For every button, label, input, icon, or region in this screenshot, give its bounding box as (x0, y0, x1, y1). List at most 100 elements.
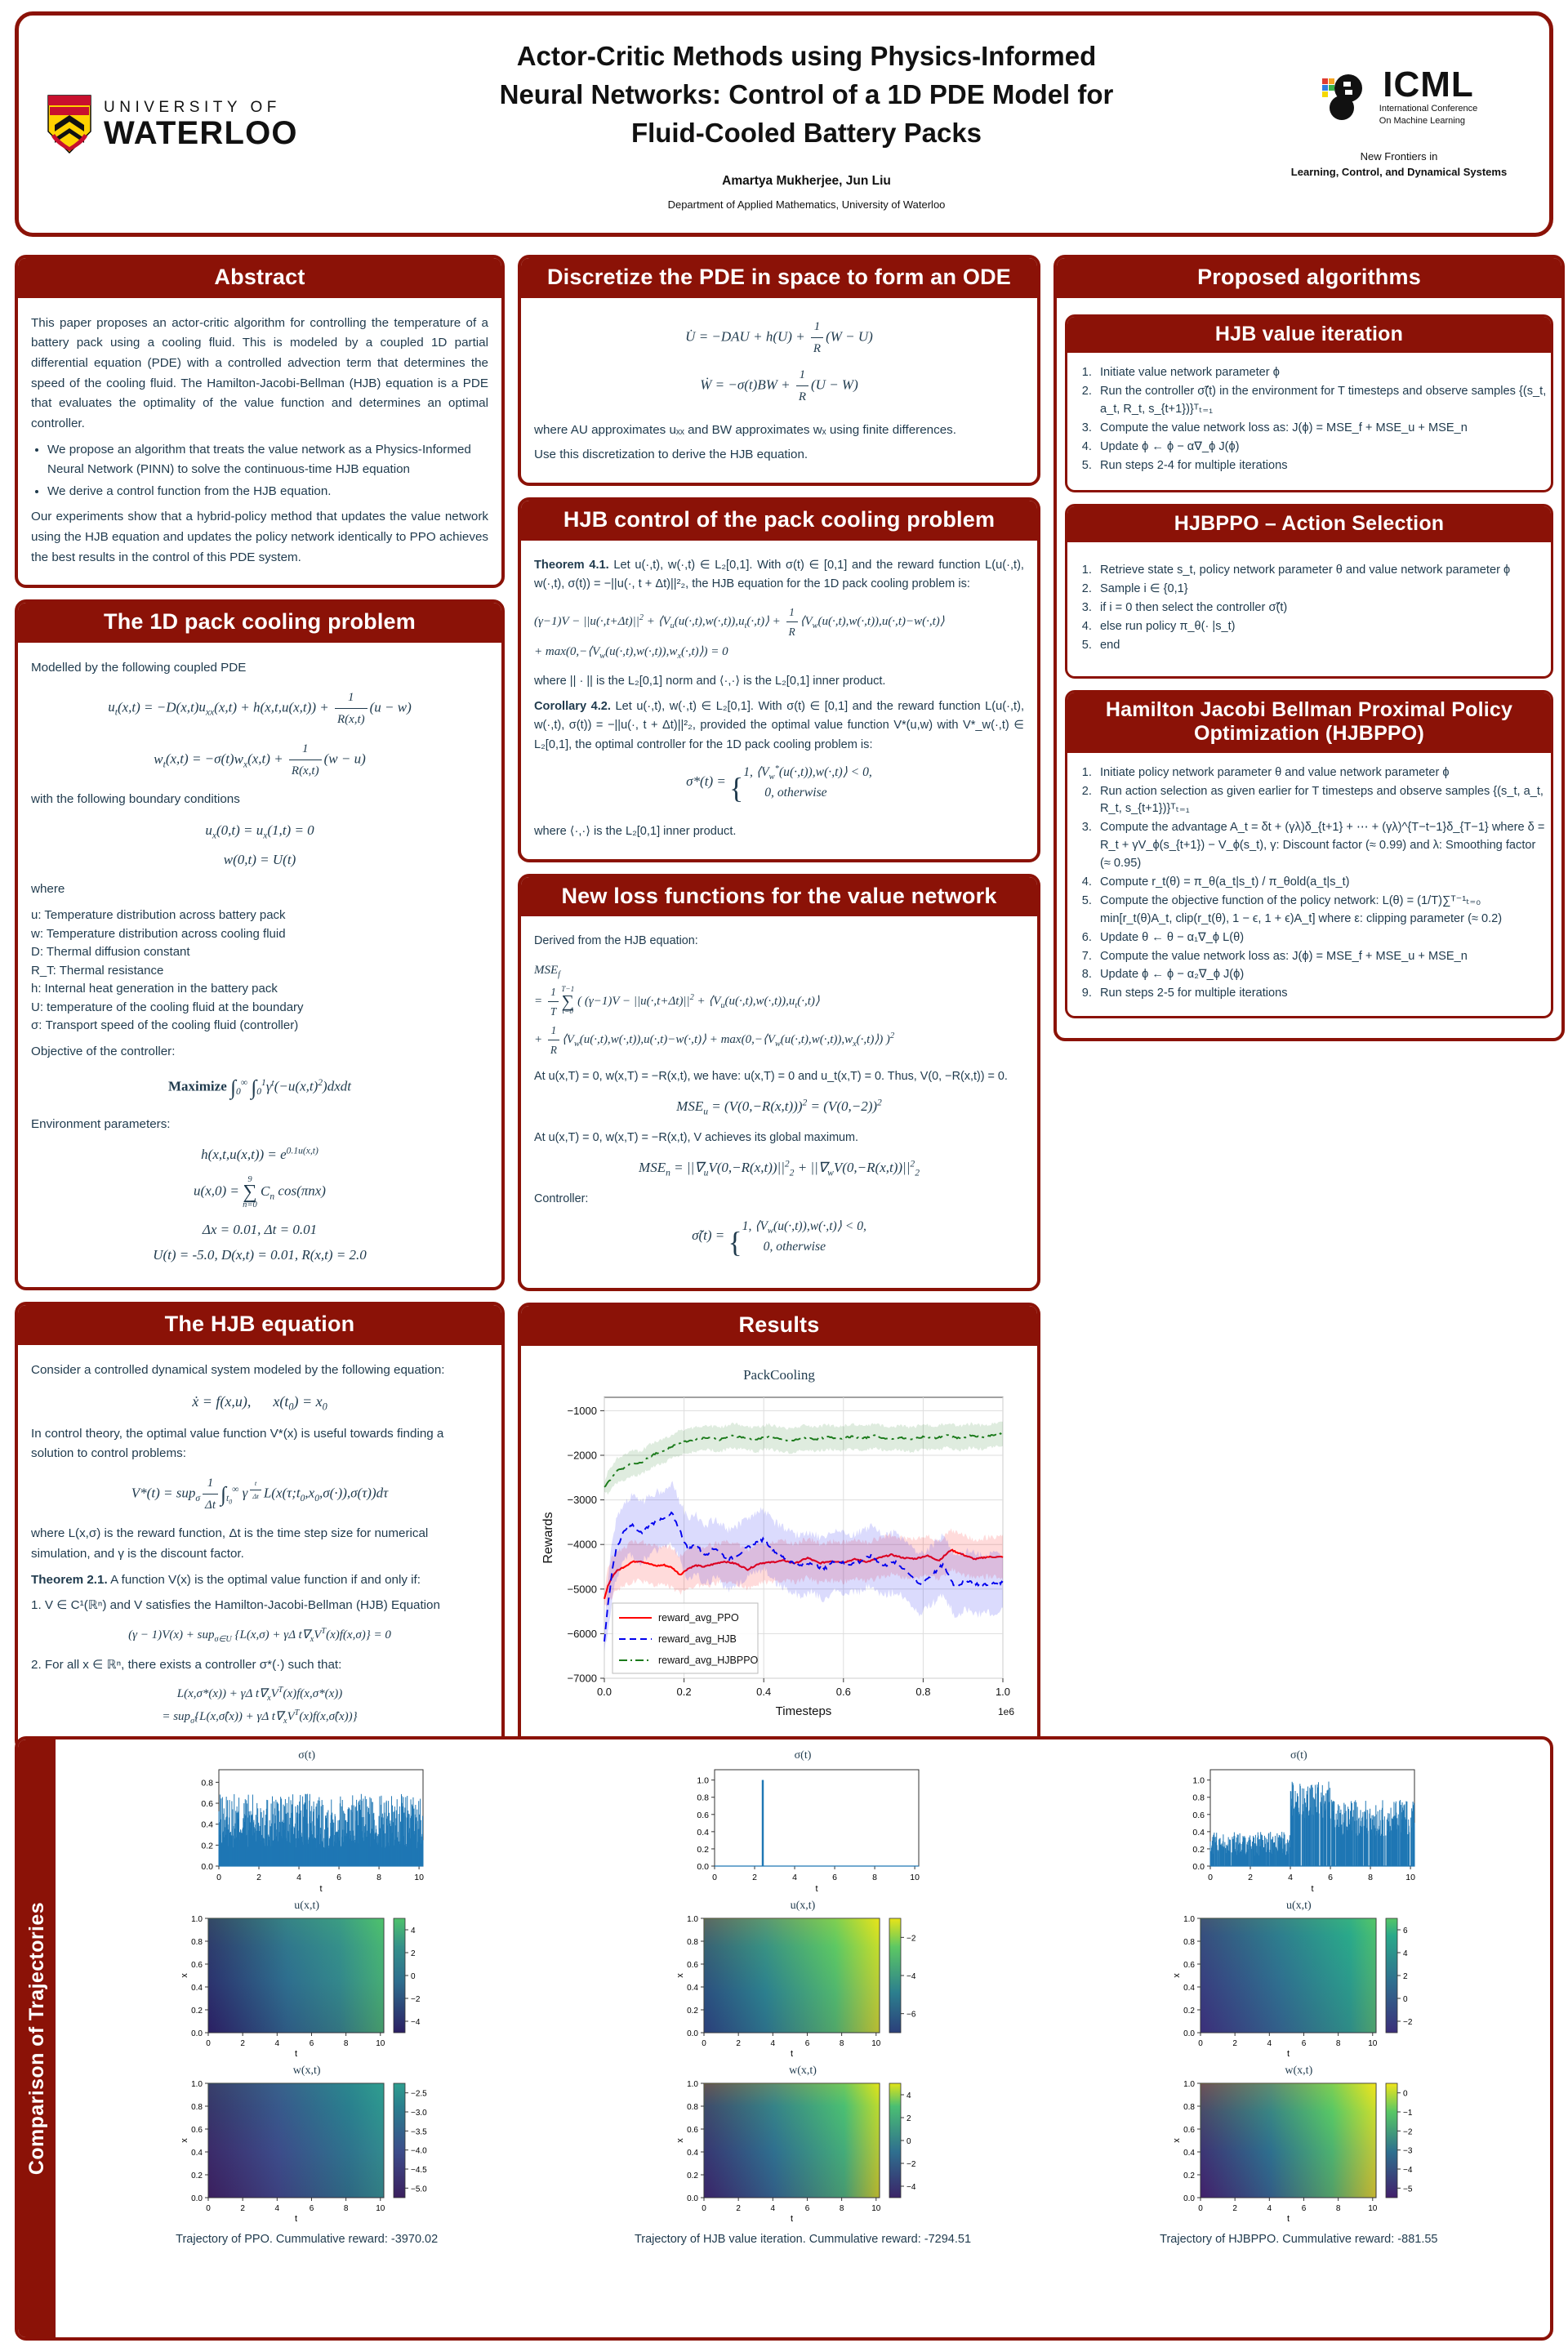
hjbppo-steps: Initiate policy network parameter θ and … (1071, 764, 1548, 1004)
svg-text:−1000: −1000 (567, 1405, 597, 1417)
svg-text:1.0: 1.0 (191, 2080, 203, 2089)
svg-text:0.6: 0.6 (688, 1961, 699, 1970)
abstract-paragraph-1: This paper proposes an actor-critic algo… (31, 315, 488, 430)
svg-text:0.8: 0.8 (191, 1938, 203, 1947)
sigma-plot: 1.0 0.8 0.6 0.4 0.2 0.0 0 2 4 6 8 10 t (1174, 1763, 1423, 1898)
U-value: -5.0 (192, 1247, 215, 1263)
svg-text:−3000: −3000 (567, 1494, 597, 1506)
action-selection-steps: Retrieve state s_t, policy network param… (1071, 562, 1548, 654)
boundary-conditions-label: with the following boundary conditions (31, 792, 240, 807)
hjb-vi-step-3: Compute the value network loss as: J(ϕ) … (1095, 420, 1548, 438)
hjb-pack-equation: (γ−1)V − ||u(·,t+Δt)||2 + ⟨Vu(u(·,t),w(·… (534, 605, 945, 662)
svg-text:reward_avg_HJB: reward_avg_HJB (658, 1633, 737, 1645)
pack-cooling-heading: The 1D pack cooling problem (18, 603, 501, 644)
abstract-paragraph-2: Our experiments show that a hybrid-polic… (31, 510, 488, 564)
abstract-bullet-2: We derive a control function from the HJ… (47, 482, 488, 502)
hjb-pde-equation: (γ − 1)V(x) + supσ∈U {L(x,σ) + γΔ t∇xVT(… (128, 1626, 391, 1644)
where-label: where (31, 882, 65, 897)
norm-note: where || · || is the L₂[0,1] norm and ⟨·… (534, 674, 886, 688)
svg-text:−7000: −7000 (567, 1673, 597, 1685)
authors: Amartya Mukherjee, Jun Liu (722, 173, 891, 188)
svg-text:0.0: 0.0 (1183, 2194, 1195, 2203)
svg-text:−3.5: −3.5 (411, 2127, 427, 2136)
definition-u: u: Temperature distribution across batte… (31, 908, 286, 923)
constants-equation: U(t) = -5.0, D(x,t) = 0.01, R(x,t) = 2.0 (153, 1247, 367, 1263)
hjb-vi-step-4: Update ϕ ← ϕ − α∇_ϕ J(ϕ) (1095, 439, 1548, 457)
svg-text:reward_avg_HJBPPO: reward_avg_HJBPPO (658, 1655, 759, 1666)
hjb-intro: Consider a controlled dynamical system m… (31, 1363, 445, 1378)
discretize-note-2: Use this discretization to derive the HJ… (534, 448, 808, 462)
svg-text:1e6: 1e6 (998, 1706, 1014, 1717)
svg-text:10: 10 (376, 2204, 385, 2213)
svg-text:2: 2 (752, 1873, 757, 1882)
objective-equation: Maximize ∫0∞ ∫01γt(−u(x,t)2)dxdt (168, 1076, 351, 1100)
svg-text:6: 6 (1403, 1927, 1408, 1936)
svg-text:−6: −6 (906, 2011, 916, 2020)
svg-text:0.4: 0.4 (688, 1984, 699, 1993)
svg-text:4: 4 (771, 2039, 776, 2048)
hjbppo-heading: Hamilton Jacobi Bellman Proximal Policy … (1067, 692, 1551, 753)
svg-text:2: 2 (256, 1873, 261, 1882)
svg-text:reward_avg_PPO: reward_avg_PPO (658, 1612, 739, 1624)
svg-text:−2: −2 (411, 1995, 421, 2004)
reward-chart: −1000 −2000 −3000 −4000 −5000 −6000 −7000 0.0 0.… (534, 1388, 1024, 1739)
sum-upper-limit: 9 (247, 1175, 252, 1185)
svg-text:0.4: 0.4 (1183, 2149, 1195, 2158)
mse-u-equation: MSEu = (V(0,−R(x,t)))2 = (V(0,−2))2 (676, 1097, 882, 1117)
svg-text:x: x (675, 1973, 685, 1978)
svg-text:0.2: 0.2 (677, 1686, 692, 1698)
svg-text:0.2: 0.2 (688, 2007, 699, 2016)
svg-text:t: t (295, 2049, 297, 2059)
poster-header: UNIVERSITY OF WATERLOO Actor-Critic Meth… (15, 11, 1553, 237)
optimal-value-equation: V*(t) = supσ 1 Δt ∫t0∞ γ t Δt L(x(τ;t0,x0,σ(·)… (31, 1472, 488, 1516)
hjbppo-step-6: Update θ ← θ − α₁∇_ϕ L(θ) (1095, 929, 1548, 947)
university-of-waterloo-logo: UNIVERSITY OF WATERLOO (47, 94, 336, 154)
hjbppo-step-9: Run steps 2-5 for multiple iterations (1095, 985, 1548, 1003)
svg-text:2: 2 (1403, 1972, 1408, 1981)
svg-text:0.0: 0.0 (697, 1862, 709, 1872)
svg-text:0.8: 0.8 (1193, 1793, 1205, 1803)
dynamical-system-equation: ẋ = f(x,u), x(t0) = x0 (192, 1392, 327, 1413)
svg-text:1.0: 1.0 (1183, 2080, 1195, 2089)
abstract-bullets: We propose an algorithm that treats the … (31, 440, 488, 502)
trajectory-columns: σ(t) 0.8 0.6 0.4 0.2 0.0 0 2 4 6 8 10 t u(x,t) 1.0 0.8 0… (56, 1740, 1550, 2337)
discretize-card: Discretize the PDE in space to form an O… (518, 255, 1040, 486)
w-heatmap-title: w(x,t) (292, 2065, 321, 2077)
optimal-sigma-equation: σ*(t) = {1, ⟨Vw*(u(·,t)),w(·,t)⟩ < 0, 0, … (686, 764, 872, 805)
hjb-control-card: HJB control of the pack cooling problem … (518, 497, 1040, 862)
poster-title: Actor-Critic Methods using Physics-Infor… (345, 38, 1268, 153)
svg-text:t: t (1287, 2214, 1290, 2224)
svg-text:0.8: 0.8 (1183, 2103, 1195, 2112)
action-step-3: if i = 0 then select the controller σ̃(t… (1095, 599, 1548, 617)
svg-text:2: 2 (241, 2039, 246, 2048)
loss-functions-card: New loss functions for the value network… (518, 873, 1040, 1291)
svg-text:0: 0 (206, 2039, 211, 2048)
sum-lower-limit: n=0 (243, 1200, 257, 1209)
hjbppo-card: Hamilton Jacobi Bellman Proximal Policy … (1065, 689, 1553, 1019)
svg-text:0.0: 0.0 (191, 2029, 203, 2038)
svg-text:0.6: 0.6 (836, 1686, 851, 1698)
svg-text:Rewards: Rewards (541, 1512, 555, 1564)
svg-text:t: t (1312, 1884, 1314, 1894)
title-line-1: Actor-Critic Methods using Physics-Infor… (516, 41, 1097, 72)
svg-text:0: 0 (1403, 2090, 1408, 2099)
svg-text:0.0: 0.0 (597, 1686, 612, 1698)
icml-mark-icon (1321, 72, 1371, 122)
u-heatmap: 1.0 0.8 0.6 0.4 0.2 0.0 0 2 4 6 8 10 t x −2 −4 −6 (671, 1913, 933, 2063)
svg-text:0: 0 (1198, 2039, 1203, 2048)
R-value: 2.0 (349, 1247, 367, 1263)
svg-text:6: 6 (832, 1873, 837, 1882)
svg-text:6: 6 (805, 2204, 810, 2213)
theorem-2-1-text: A function V(x) is the optimal value fun… (110, 1572, 421, 1587)
u-heatmap: 1.0 0.8 0.6 0.4 0.2 0.0 0 2 4 6 8 10 t x 4 2 0 −2 −4 (176, 1913, 438, 2063)
action-selection-card: HJBPPO – Action Selection Retrieve state… (1065, 503, 1553, 679)
svg-text:1.0: 1.0 (1193, 1776, 1205, 1786)
svg-text:−4: −4 (1403, 2166, 1413, 2175)
optimal-value-intro: In control theory, the optimal value fun… (31, 1426, 444, 1461)
svg-text:1.0: 1.0 (996, 1686, 1010, 1698)
svg-text:0.0: 0.0 (191, 2194, 203, 2203)
corollary-4-2: Corollary 4.2. Let u(·,t), w(·,t) ∈ L₂[0… (534, 697, 1024, 755)
svg-text:6: 6 (1302, 2204, 1307, 2213)
svg-text:0.8: 0.8 (201, 1778, 213, 1788)
D-value: 0.01 (270, 1247, 295, 1263)
